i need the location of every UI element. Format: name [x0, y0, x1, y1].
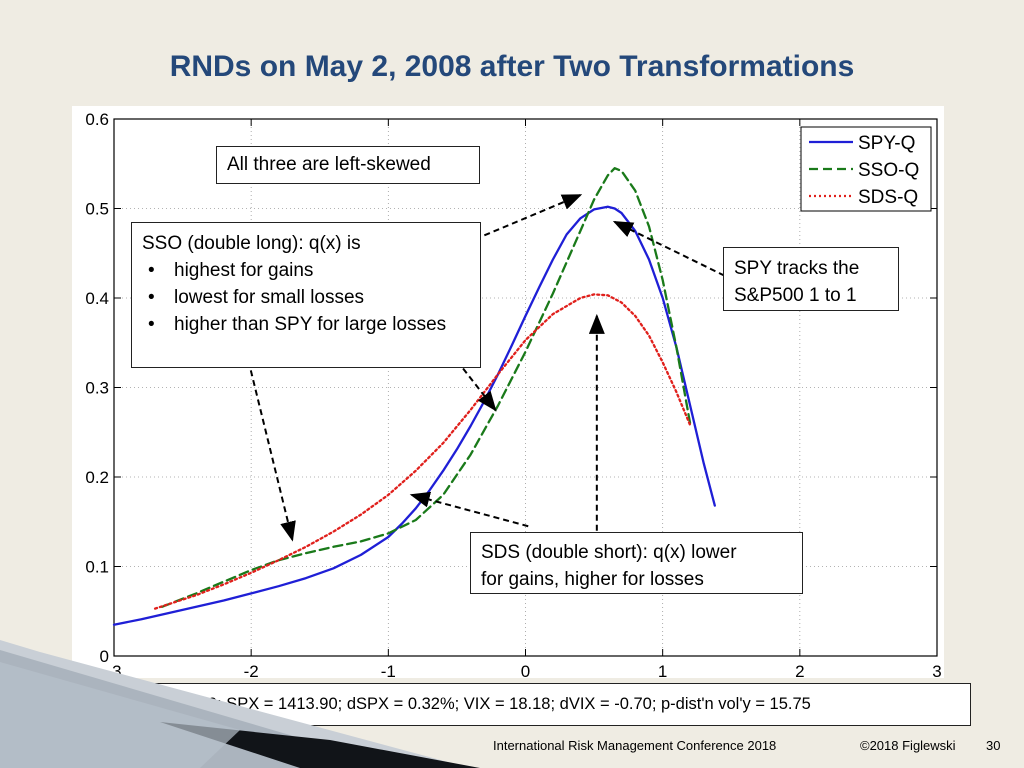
x-tick-label: 1 [658, 662, 667, 678]
callout-sso-item: highest for gains [142, 257, 470, 284]
y-tick-label: 0.4 [85, 289, 109, 308]
annotation-arrow [483, 194, 583, 237]
callout-left-skewed: All three are left-skewed [216, 146, 480, 184]
y-tick-label: 0.1 [85, 558, 109, 577]
series-line-spy-q [112, 205, 716, 626]
legend-label-sso-q: SSO-Q [858, 160, 919, 181]
callout-sso-item: lowest for small losses [142, 284, 470, 311]
x-tick-label: 3 [932, 662, 941, 678]
annotation-arrow [612, 221, 725, 277]
slide-title: RNDs on May 2, 2008 after Two Transforma… [169, 50, 855, 83]
x-tick-label: -1 [381, 662, 396, 678]
callout-sso-list: highest for gains lowest for small losse… [142, 257, 470, 338]
slide-corner-decoration [0, 640, 480, 768]
footer-conference: International Risk Management Conference… [493, 738, 777, 753]
callout-sso-item: higher than SPY for large losses [142, 311, 470, 338]
y-tick-label: 0 [100, 647, 109, 666]
x-tick-label: 0 [521, 662, 530, 678]
callout-sds-line2: for gains, higher for losses [481, 569, 704, 590]
callout-spy: SPY tracks the S&P500 1 to 1 [723, 247, 899, 311]
callout-sso: SSO (double long): q(x) is highest for g… [131, 222, 481, 368]
callout-spy-line1: SPY tracks the [734, 258, 860, 279]
y-tick-label: 0.2 [85, 468, 109, 487]
callout-sds: SDS (double short): q(x) lower for gains… [470, 532, 803, 594]
y-tick-label: 0.6 [85, 110, 109, 129]
footer-page-number: 30 [986, 738, 1001, 753]
footer-copyright: ©2018 Figlewski [860, 738, 956, 753]
annotation-arrow [456, 360, 497, 412]
x-tick-label: 2 [795, 662, 804, 678]
y-tick-label: 0.3 [85, 379, 109, 398]
callout-sds-line1: SDS (double short): q(x) lower [481, 542, 737, 563]
x-tick-label: -2 [244, 662, 259, 678]
callout-sso-heading: SSO (double long): q(x) is [142, 233, 361, 254]
annotation-arrow [247, 360, 296, 542]
annotation-arrow [409, 491, 529, 528]
legend-label-spy-q: SPY-Q [858, 133, 915, 154]
y-tick-label: 0.5 [85, 200, 109, 219]
callout-spy-line2: S&P500 1 to 1 [734, 285, 857, 306]
rnd-line-chart: -3 -2 -1 0 1 2 300.10.20.30.40.50.6SPY-QSSO-QS… [85, 110, 941, 678]
legend-label-sds-q: SDS-Q [858, 187, 918, 208]
